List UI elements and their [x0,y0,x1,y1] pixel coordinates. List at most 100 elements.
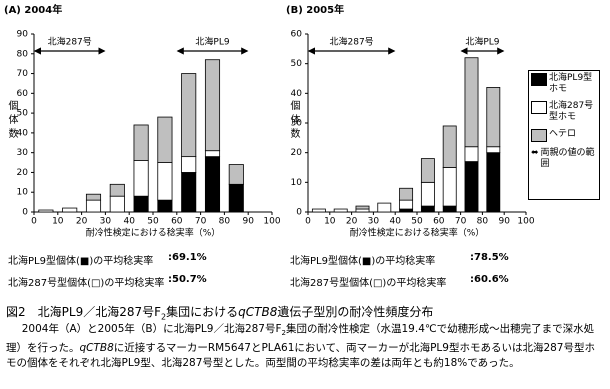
legend-label: 北海PL9型ホモ [549,73,593,94]
bar-segment [486,152,501,213]
x-tick-label: 0 [305,217,311,227]
legend-swatch [531,101,547,114]
caption-text: 2 [161,312,167,322]
caption-text: qCTB8 [238,305,278,319]
x-tick-label: 50 [411,217,423,227]
x-tick-label: 10 [52,217,64,227]
legend: 北海PL9型ホモ 北海287号型ホモヘテロ ⬌ 両親の値の範囲 [528,70,600,200]
range-label: 北海287号 [330,36,374,48]
legend-item: ヘテロ [531,129,597,142]
chart-title: (B) 2005年 [286,3,344,16]
y-tick-label: 10 [17,188,29,198]
bar-segment [399,187,414,201]
bar-segment [355,208,370,213]
bar-segment [85,199,102,213]
x-tick-label: 90 [242,217,254,227]
x-tick-label: 20 [76,217,88,227]
bar-segment [442,167,457,207]
y-tick-label: 40 [291,89,303,99]
caption-text: 遺伝子型別の耐冷性頻度分布 [277,305,434,319]
bar-segment [38,209,54,213]
bar-segment [133,124,149,161]
bar-segment [228,164,244,185]
x-tick-label: 80 [219,217,231,227]
x-axis-label: 耐冷性検定における稔実率（%） [86,227,221,239]
bar-segment [109,195,125,213]
stat-value: :78.5% [470,252,509,263]
x-tick-label: 80 [477,217,489,227]
body-text: 2 [281,329,286,338]
stat-label: 北海287号型個体(□)の平均稔実率 [290,278,447,289]
stat-label: 北海287号型個体(□)の平均稔実率 [8,278,165,289]
bar-segment [311,208,326,213]
legend-swatch [531,73,547,86]
bar-segment [442,125,457,168]
y-tick-label: 50 [17,109,29,119]
bar-segment [157,116,173,163]
stat-value: :69.1% [168,252,207,263]
body-text: に近接するマーカーRM5647とPLA61において、両マーカーが北海PL9型ホモ… [6,342,595,370]
bar-segment [181,73,197,158]
x-tick-label: 60 [433,217,445,227]
x-tick-label: 40 [389,217,401,227]
bar-segment [181,156,197,173]
y-tick-label: 10 [291,178,303,188]
x-tick-label: 70 [455,217,467,227]
bar-segment [464,161,479,213]
bar-segment [399,208,414,213]
bar-segment [62,207,78,213]
y-axis-label: 個体数 [288,99,300,142]
x-tick-label: 30 [368,217,380,227]
legend-label: ヘテロ [549,129,577,139]
bar-segment [377,202,392,213]
stat-value: :60.6% [470,274,509,285]
y-tick-label: 60 [17,89,29,99]
y-tick-label: 70 [17,69,29,79]
stat-label: 北海PL9型個体(■)の平均稔実率 [8,256,154,267]
x-axis-label: 耐冷性検定における稔実率（%） [350,227,485,239]
bar-segment [464,57,479,148]
x-tick-label: 20 [346,217,358,227]
x-tick-label: 30 [100,217,112,227]
legend-label: 両親の値の範囲 [540,148,595,169]
y-tick-label: 20 [291,148,303,158]
legend-arrow: ⬌ [531,148,539,158]
y-tick-label: 0 [296,208,302,218]
legend-item: ⬌ 両親の値の範囲 [531,148,597,170]
chart-title: (A) 2004年 [4,3,62,16]
body-text: 2004年（A）と2005年（B）に北海PL9／北海287号F2集団の耐冷性検定… [6,322,604,371]
stat-value: :50.7% [168,274,207,285]
bar-segment [157,199,173,213]
x-tick-label: 10 [324,217,336,227]
x-tick-label: 100 [517,217,534,227]
stat-label: 北海PL9型個体(■)の平均稔実率 [290,256,436,267]
body-text: 2004年（A）と2005年（B）に北海PL9／北海287号F [21,323,282,335]
bar-segment [133,195,149,213]
bar-segment [228,183,244,213]
bar-segment [204,59,221,152]
caption-number: 図2 [6,305,26,319]
bar-segment [464,146,479,162]
y-tick-label: 20 [17,168,29,178]
y-tick-label: 40 [17,128,29,138]
x-tick-label: 0 [31,217,37,227]
bar-segment [204,150,221,158]
bar-segment [85,193,102,201]
bar-segment [399,199,414,210]
bar-segment [333,208,348,213]
caption: 図2 北海PL9／北海287号F2集団におけるqCTB8遺伝子型別の耐冷性頻度分… [6,303,433,321]
body-text: 集団の耐冷性検定（水温19.4℃で幼穂形成～出穂完了まで深水処理）を行った。 [6,323,595,355]
y-tick-label: 80 [17,49,29,59]
y-tick-label: 50 [291,59,303,69]
legend-label: 北海287号型ホモ [549,101,594,122]
bar-segment [420,158,435,183]
bar-segment [157,162,173,201]
bar-segment [181,172,197,213]
y-tick-label: 30 [291,119,303,129]
x-tick-label: 90 [498,217,510,227]
caption-text: 北海PL9／北海287号F [37,305,162,319]
y-tick-label: 90 [17,30,29,40]
legend-swatch [531,129,547,142]
